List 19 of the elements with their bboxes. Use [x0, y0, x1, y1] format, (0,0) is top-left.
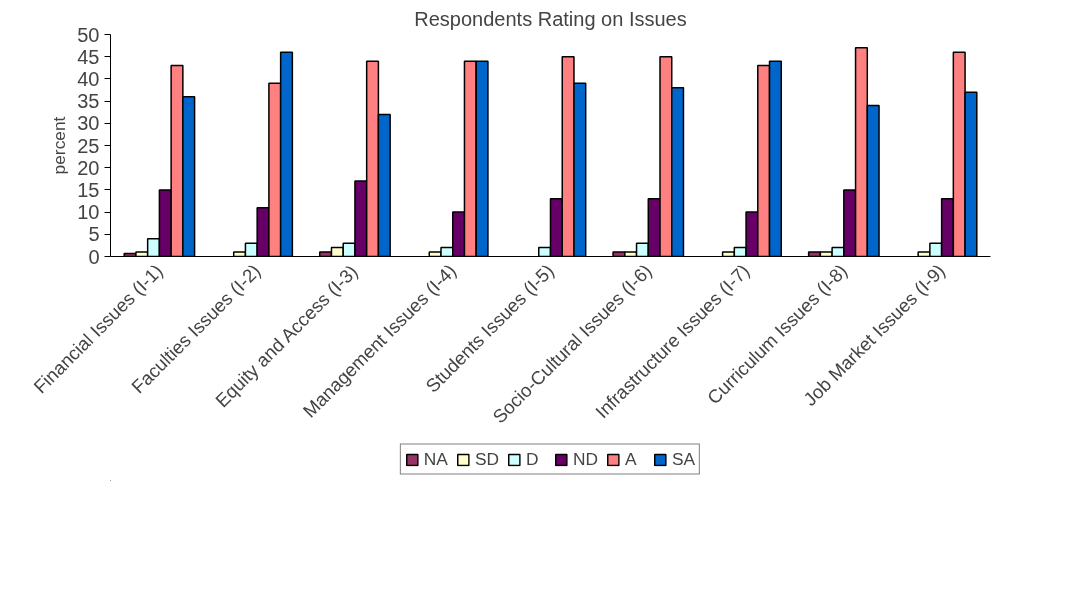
chart-title: Respondents Rating on Issues: [414, 7, 687, 30]
y-tick-label: 45: [77, 45, 100, 68]
legend-label: SA: [672, 448, 696, 470]
y-tick-label: 35: [77, 90, 100, 113]
y-tick-label: 0: [88, 245, 100, 268]
y-tick-label: 30: [77, 112, 100, 135]
y-axis-title: percent: [49, 116, 70, 175]
y-tick-label: 40: [77, 67, 100, 90]
y-tick-label: 10: [77, 201, 100, 224]
y-tick-label: 50: [77, 23, 100, 46]
legend-label: SD: [474, 448, 499, 470]
y-tick-label: 5: [88, 223, 100, 246]
legend-label: ND: [573, 448, 599, 470]
y-tick-label: 20: [77, 156, 100, 179]
y-tick-label: 25: [77, 134, 100, 157]
legend-label: NA: [423, 448, 448, 470]
y-tick-label: 15: [77, 178, 100, 201]
legend-label: D: [526, 448, 540, 470]
legend-label: A: [625, 448, 638, 470]
